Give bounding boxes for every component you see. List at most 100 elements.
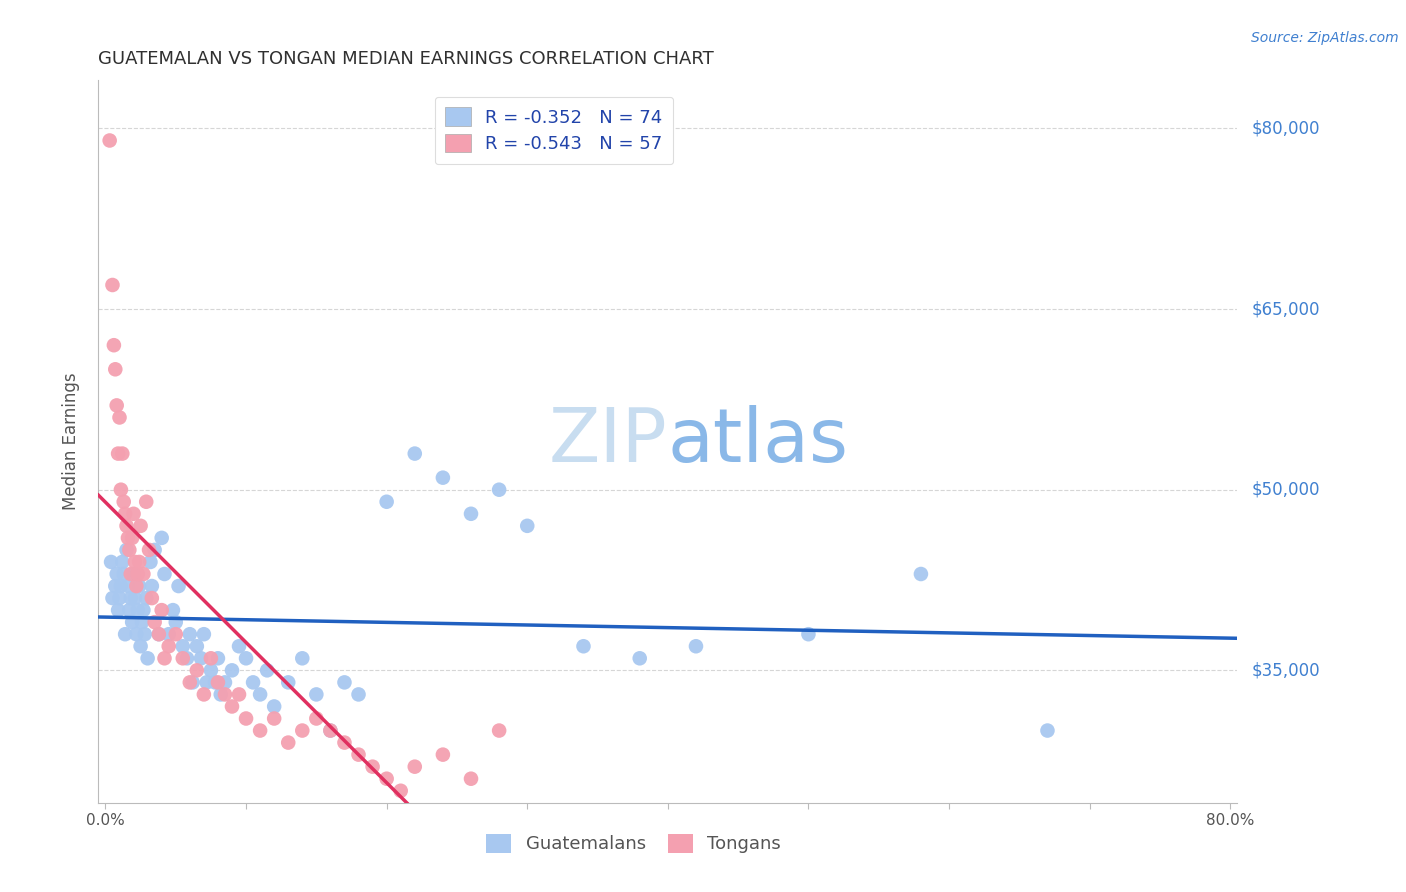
Point — [125, 627, 148, 641]
Point — [200, 664, 222, 678]
Point — [127, 567, 149, 582]
Point — [112, 494, 135, 508]
Point — [214, 687, 236, 701]
Point — [100, 555, 122, 569]
Point — [214, 675, 236, 690]
Point — [114, 627, 136, 641]
Y-axis label: Median Earnings: Median Earnings — [62, 373, 80, 510]
Point — [105, 567, 128, 582]
Point — [277, 675, 299, 690]
Point — [404, 759, 426, 773]
Point — [190, 651, 212, 665]
Point — [153, 567, 176, 582]
Point — [117, 579, 139, 593]
Point — [404, 446, 426, 460]
Point — [375, 772, 398, 786]
Point — [319, 723, 342, 738]
Point — [221, 699, 243, 714]
Point — [120, 567, 142, 582]
Point — [124, 555, 146, 569]
Point — [460, 772, 482, 786]
Point — [277, 735, 299, 749]
Point — [104, 579, 127, 593]
Point — [291, 723, 314, 738]
Point — [136, 651, 159, 665]
Point — [132, 567, 155, 582]
Point — [104, 362, 127, 376]
Point — [120, 591, 142, 605]
Point — [107, 603, 129, 617]
Point — [176, 651, 198, 665]
Point — [150, 603, 173, 617]
Point — [107, 446, 129, 460]
Point — [347, 687, 370, 701]
Point — [101, 277, 124, 292]
Point — [432, 747, 454, 762]
Point — [207, 651, 229, 665]
Point — [910, 567, 932, 582]
Point — [128, 579, 150, 593]
Text: $80,000: $80,000 — [1251, 120, 1320, 137]
Point — [200, 651, 222, 665]
Point — [333, 735, 356, 749]
Point — [193, 687, 215, 701]
Point — [135, 494, 157, 508]
Text: $35,000: $35,000 — [1251, 661, 1320, 680]
Point — [157, 627, 180, 641]
Point — [118, 542, 141, 557]
Point — [115, 542, 138, 557]
Point — [110, 483, 132, 497]
Legend: Guatemalans, Tongans: Guatemalans, Tongans — [477, 825, 790, 863]
Point — [195, 675, 218, 690]
Point — [516, 518, 538, 533]
Point — [122, 507, 145, 521]
Text: ZIP: ZIP — [550, 405, 668, 478]
Point — [235, 712, 257, 726]
Point — [129, 518, 152, 533]
Point — [432, 470, 454, 484]
Point — [488, 723, 510, 738]
Point — [111, 446, 134, 460]
Point — [101, 591, 124, 605]
Point — [263, 699, 285, 714]
Point — [1036, 723, 1059, 738]
Point — [135, 591, 157, 605]
Point — [111, 555, 134, 569]
Point — [148, 627, 170, 641]
Point — [249, 687, 271, 701]
Point — [333, 675, 356, 690]
Point — [249, 723, 271, 738]
Point — [153, 651, 176, 665]
Point — [134, 627, 156, 641]
Point — [143, 542, 166, 557]
Point — [389, 783, 412, 797]
Point — [110, 579, 132, 593]
Point — [150, 531, 173, 545]
Point — [127, 603, 149, 617]
Point — [103, 338, 125, 352]
Point — [375, 494, 398, 508]
Point — [235, 651, 257, 665]
Point — [162, 603, 184, 617]
Text: GUATEMALAN VS TONGAN MEDIAN EARNINGS CORRELATION CHART: GUATEMALAN VS TONGAN MEDIAN EARNINGS COR… — [98, 50, 714, 68]
Point — [221, 664, 243, 678]
Point — [121, 615, 143, 630]
Point — [114, 507, 136, 521]
Point — [172, 651, 194, 665]
Point — [105, 398, 128, 412]
Point — [319, 723, 342, 738]
Point — [157, 639, 180, 653]
Point — [98, 133, 121, 147]
Point — [228, 687, 250, 701]
Point — [256, 664, 278, 678]
Point — [347, 747, 370, 762]
Text: $65,000: $65,000 — [1251, 300, 1320, 318]
Point — [263, 712, 285, 726]
Point — [797, 627, 820, 641]
Point — [361, 759, 384, 773]
Point — [209, 687, 232, 701]
Point — [186, 639, 208, 653]
Point — [291, 651, 314, 665]
Point — [186, 664, 208, 678]
Point — [148, 627, 170, 641]
